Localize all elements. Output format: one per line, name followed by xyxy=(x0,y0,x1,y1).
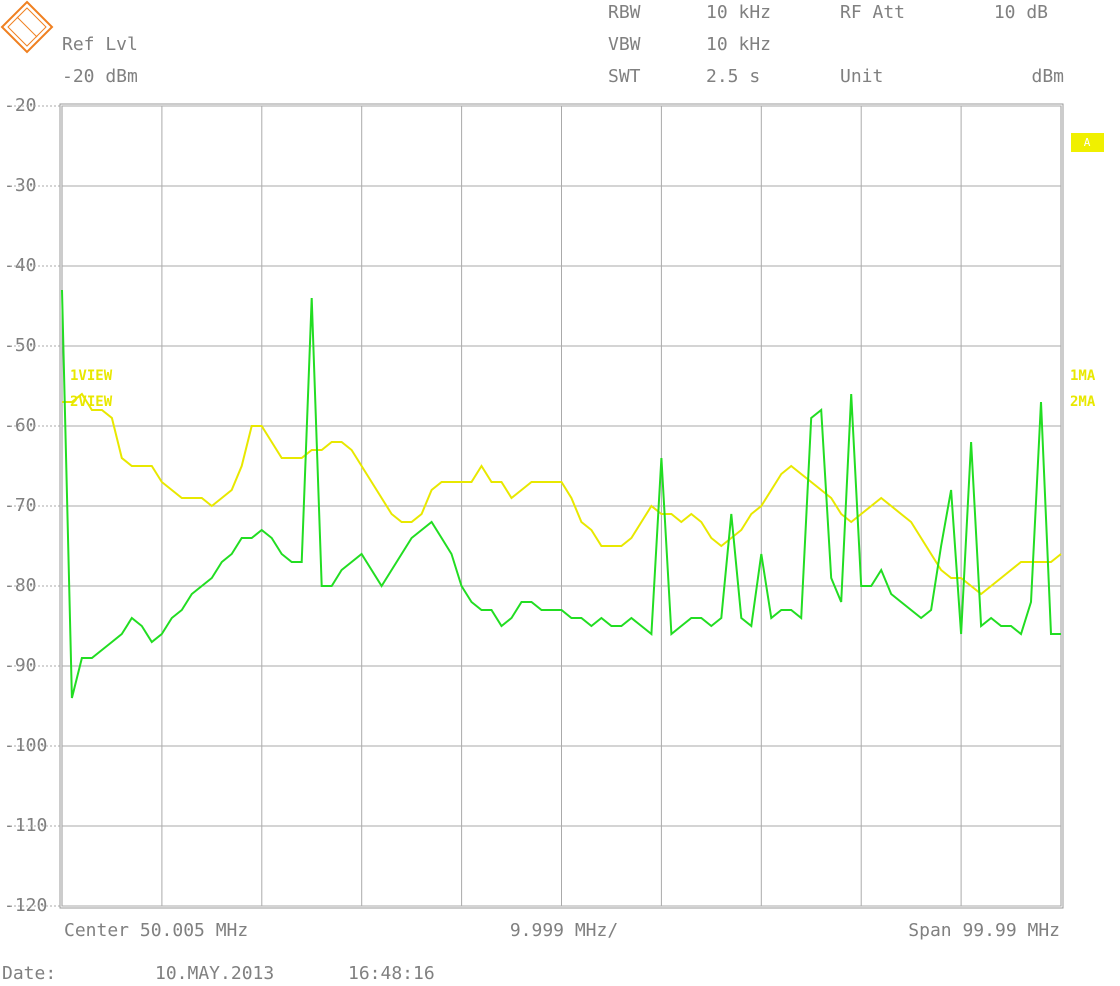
legend-entry: 1VIEW xyxy=(70,368,113,384)
y-tick-label: -120 xyxy=(4,895,47,916)
y-tick-label: -70 xyxy=(4,495,37,516)
plot xyxy=(59,103,1064,909)
y-tick-label: -30 xyxy=(4,175,37,196)
y-tick-label: -100 xyxy=(4,735,47,756)
div-label: 9.999 MHz/ xyxy=(510,920,618,941)
unit-value: dBm xyxy=(1031,66,1064,87)
rbw-label: RBW xyxy=(608,2,641,23)
att-label: RF Att xyxy=(840,2,905,23)
trace xyxy=(61,289,1061,699)
swt-value: 2.5 s xyxy=(706,66,760,87)
y-tick-label: -60 xyxy=(4,415,37,436)
marker-box-label: A xyxy=(1084,136,1091,149)
y-tick-label: -110 xyxy=(4,815,47,836)
vbw-value: 10 kHz xyxy=(706,34,771,55)
date-label: Date: xyxy=(2,963,56,984)
date: 10.MAY.2013 xyxy=(155,963,274,984)
rbw-value: 10 kHz xyxy=(706,2,771,23)
trace-label: 2MA xyxy=(1070,394,1096,410)
y-tick-label: -50 xyxy=(4,335,37,356)
trace-label: 1MA xyxy=(1070,368,1096,384)
y-tick-label: -20 xyxy=(4,95,37,116)
y-tick-label: -40 xyxy=(4,255,37,276)
marker-box xyxy=(1071,133,1104,152)
y-tick-label: -90 xyxy=(4,655,37,676)
logo xyxy=(0,0,54,54)
vbw-label: VBW xyxy=(608,34,641,55)
center-label: Center 50.005 MHz xyxy=(64,920,248,941)
y-tick-label: -80 xyxy=(4,575,37,596)
legend-entry: 2VIEW xyxy=(70,394,113,410)
swt-label: SWT xyxy=(608,66,641,87)
span-label: Span 99.99 MHz xyxy=(908,920,1060,941)
trace xyxy=(62,392,1062,596)
ref-value: -20 dBm xyxy=(62,66,138,87)
unit-label: Unit xyxy=(840,66,883,87)
time: 16:48:16 xyxy=(348,963,435,984)
att-value: 10 dB xyxy=(994,2,1048,23)
ref-label: Ref Lvl xyxy=(62,34,138,55)
